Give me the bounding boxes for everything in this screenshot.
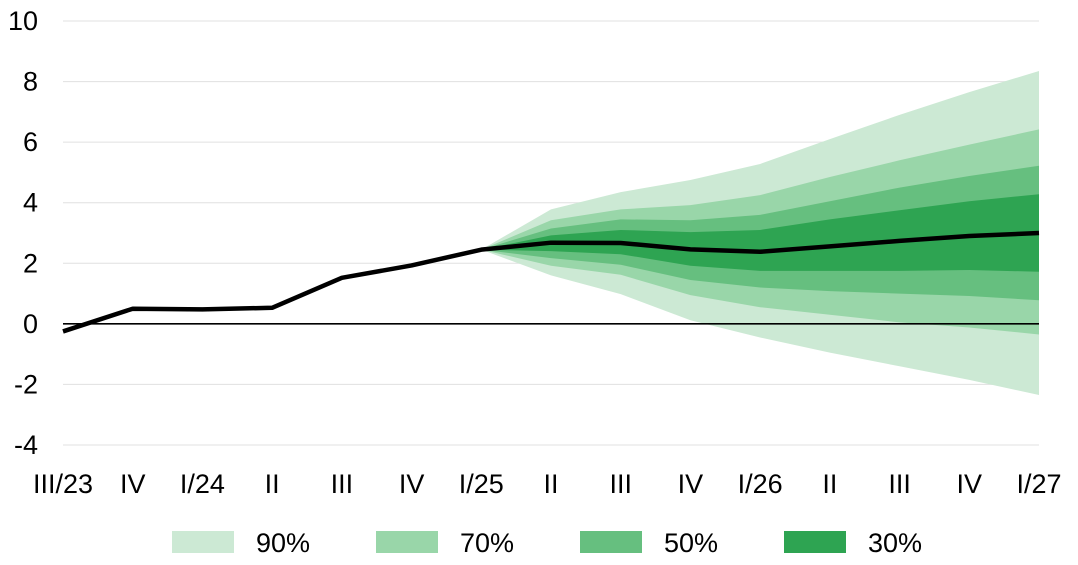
legend-label: 70% <box>460 528 514 558</box>
y-tick-label: -4 <box>14 430 38 460</box>
y-axis-tick-labels: -4 -2 0 2 4 6 8 10 <box>8 6 38 460</box>
x-tick-label: I/26 <box>738 469 783 499</box>
legend-label: 30% <box>868 528 922 558</box>
x-tick-label: II <box>265 469 280 499</box>
x-tick-label: IV <box>957 469 983 499</box>
x-tick-label: I/27 <box>1016 469 1061 499</box>
legend-label: 90% <box>256 528 310 558</box>
band-30-pct <box>481 194 1039 272</box>
y-tick-label: 2 <box>23 248 38 278</box>
y-tick-label: 4 <box>23 188 38 218</box>
y-tick-label: 8 <box>23 67 38 97</box>
confidence-bands <box>481 70 1039 396</box>
legend: 90% 70% 50% 30% <box>172 528 922 558</box>
x-tick-label: III <box>888 469 911 499</box>
y-tick-label: 6 <box>23 127 38 157</box>
legend-label: 50% <box>664 528 718 558</box>
x-tick-label: II <box>822 469 837 499</box>
x-tick-label: III <box>331 469 354 499</box>
legend-swatch <box>580 531 642 553</box>
x-tick-label: II <box>543 469 558 499</box>
x-tick-label: I/24 <box>180 469 225 499</box>
y-tick-label: 10 <box>8 6 38 36</box>
x-axis-tick-labels: III/23 IV I/24 II III IV I/25 II III IV I/26 II III I… <box>33 469 1062 499</box>
y-tick-label: 0 <box>23 309 38 339</box>
y-tick-label: -2 <box>14 369 38 399</box>
central-projection-layer <box>62 230 1040 334</box>
x-tick-label: III <box>609 469 632 499</box>
central-projection-line <box>62 230 1040 334</box>
x-tick-label: I/25 <box>459 469 504 499</box>
legend-swatch <box>376 531 438 553</box>
x-tick-label: IV <box>399 469 425 499</box>
legend-swatch <box>784 531 846 553</box>
x-tick-label: IV <box>678 469 704 499</box>
legend-swatch <box>172 531 234 553</box>
x-tick-label: IV <box>120 469 146 499</box>
x-tick-label: III/23 <box>33 469 93 499</box>
